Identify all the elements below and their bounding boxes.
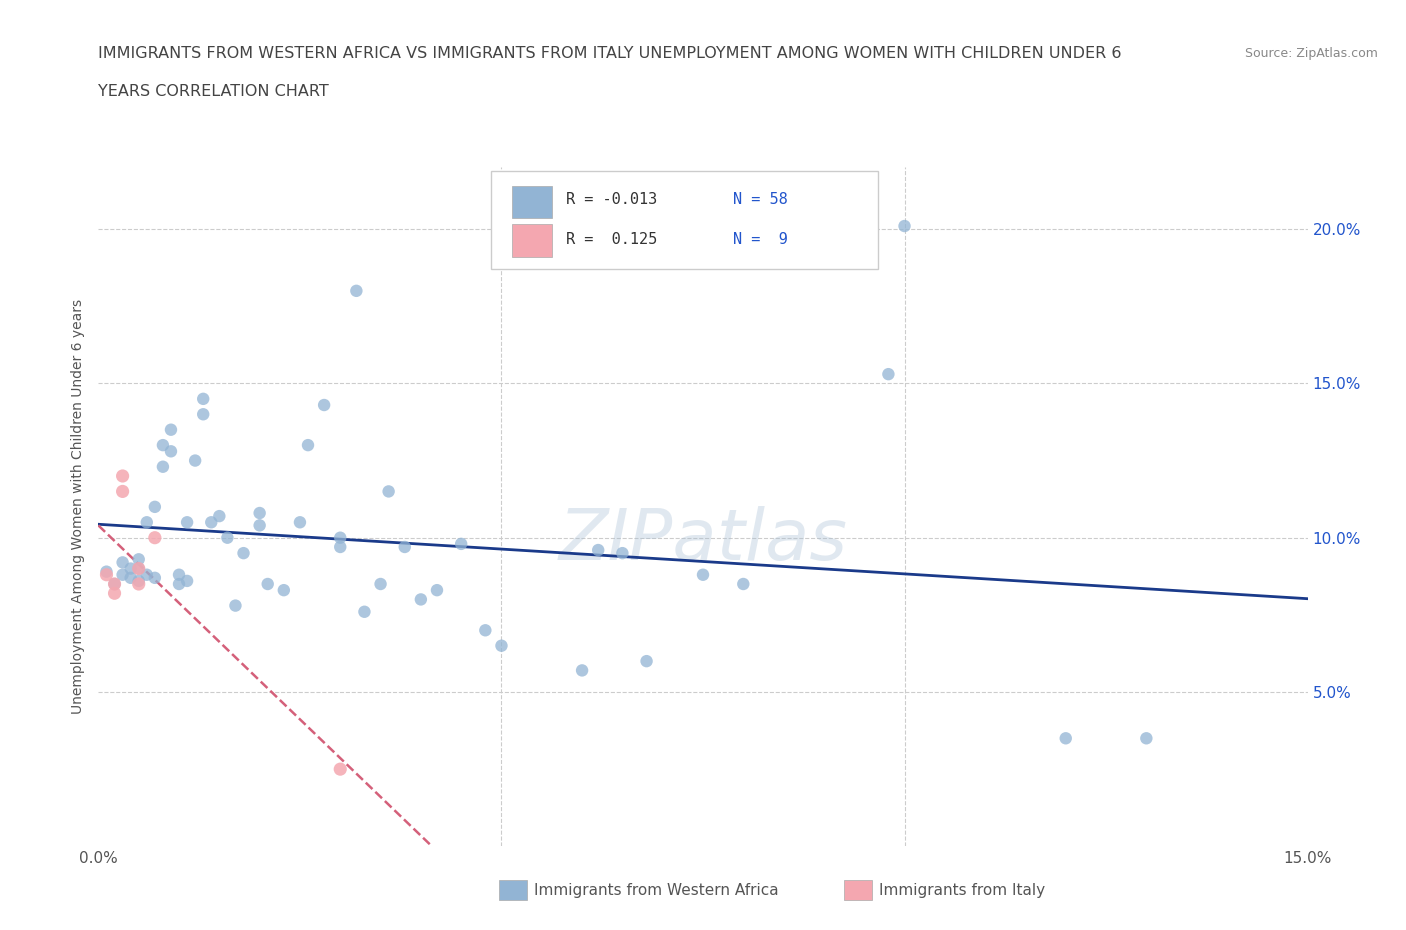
Point bbox=[160, 422, 183, 437]
Point bbox=[877, 366, 900, 381]
Point bbox=[329, 530, 352, 545]
Text: YEARS CORRELATION CHART: YEARS CORRELATION CHART bbox=[98, 84, 329, 99]
Point bbox=[176, 515, 198, 530]
Point bbox=[1054, 731, 1077, 746]
Point bbox=[586, 542, 609, 557]
Point bbox=[193, 406, 215, 421]
Point bbox=[143, 530, 166, 545]
Point bbox=[377, 484, 399, 498]
Text: R =  0.125: R = 0.125 bbox=[567, 232, 658, 246]
Point bbox=[329, 539, 352, 554]
Text: Immigrants from Western Africa: Immigrants from Western Africa bbox=[534, 883, 779, 897]
Point bbox=[103, 577, 125, 591]
Point bbox=[167, 577, 190, 591]
Point bbox=[353, 604, 375, 619]
Point bbox=[232, 546, 254, 561]
Point bbox=[152, 459, 174, 474]
Y-axis label: Unemployment Among Women with Children Under 6 years: Unemployment Among Women with Children U… bbox=[70, 299, 84, 714]
Point bbox=[143, 570, 166, 585]
Point bbox=[103, 577, 125, 591]
Point bbox=[111, 484, 134, 498]
Point bbox=[128, 561, 150, 576]
Point bbox=[193, 392, 215, 406]
Point bbox=[111, 567, 134, 582]
Text: ZIPatlas: ZIPatlas bbox=[558, 506, 848, 576]
Point bbox=[128, 561, 150, 576]
Point bbox=[120, 570, 142, 585]
Point bbox=[224, 598, 246, 613]
Point bbox=[176, 574, 198, 589]
Point bbox=[394, 539, 416, 554]
Text: Source: ZipAtlas.com: Source: ZipAtlas.com bbox=[1244, 46, 1378, 60]
Point bbox=[571, 663, 593, 678]
Point bbox=[128, 574, 150, 589]
Point bbox=[1135, 731, 1157, 746]
Point bbox=[160, 444, 183, 458]
Point bbox=[200, 515, 222, 530]
Point bbox=[152, 438, 174, 453]
Point bbox=[96, 567, 118, 582]
Point bbox=[612, 546, 634, 561]
Point bbox=[297, 438, 319, 453]
Point bbox=[329, 762, 352, 777]
Point bbox=[491, 638, 513, 653]
Point bbox=[143, 499, 166, 514]
Point bbox=[426, 583, 449, 598]
Point bbox=[249, 518, 271, 533]
Point bbox=[450, 537, 472, 551]
Point bbox=[409, 592, 432, 607]
Text: N =  9: N = 9 bbox=[734, 232, 787, 246]
Point bbox=[135, 515, 157, 530]
Point bbox=[733, 577, 755, 591]
FancyBboxPatch shape bbox=[492, 171, 879, 270]
Text: R = -0.013: R = -0.013 bbox=[567, 193, 658, 207]
Point bbox=[167, 567, 190, 582]
Point bbox=[120, 561, 142, 576]
Bar bbox=[512, 224, 551, 257]
Text: N = 58: N = 58 bbox=[734, 193, 787, 207]
Point bbox=[96, 565, 118, 579]
Point bbox=[128, 551, 150, 566]
Point bbox=[128, 577, 150, 591]
Point bbox=[111, 555, 134, 570]
Point bbox=[111, 469, 134, 484]
Point bbox=[135, 567, 157, 582]
Point bbox=[288, 515, 311, 530]
Text: Immigrants from Italy: Immigrants from Italy bbox=[879, 883, 1045, 897]
Point bbox=[636, 654, 658, 669]
Point bbox=[344, 284, 367, 299]
Point bbox=[314, 398, 336, 413]
Point bbox=[217, 530, 239, 545]
Point bbox=[273, 583, 295, 598]
Text: IMMIGRANTS FROM WESTERN AFRICA VS IMMIGRANTS FROM ITALY UNEMPLOYMENT AMONG WOMEN: IMMIGRANTS FROM WESTERN AFRICA VS IMMIGR… bbox=[98, 46, 1122, 61]
Point bbox=[692, 567, 714, 582]
Point bbox=[184, 453, 207, 468]
Point bbox=[103, 586, 125, 601]
Point bbox=[370, 577, 392, 591]
Point bbox=[256, 577, 278, 591]
Point bbox=[208, 509, 231, 524]
Point bbox=[474, 623, 496, 638]
Point bbox=[893, 219, 915, 233]
Bar bbox=[512, 186, 551, 219]
Point bbox=[249, 506, 271, 521]
